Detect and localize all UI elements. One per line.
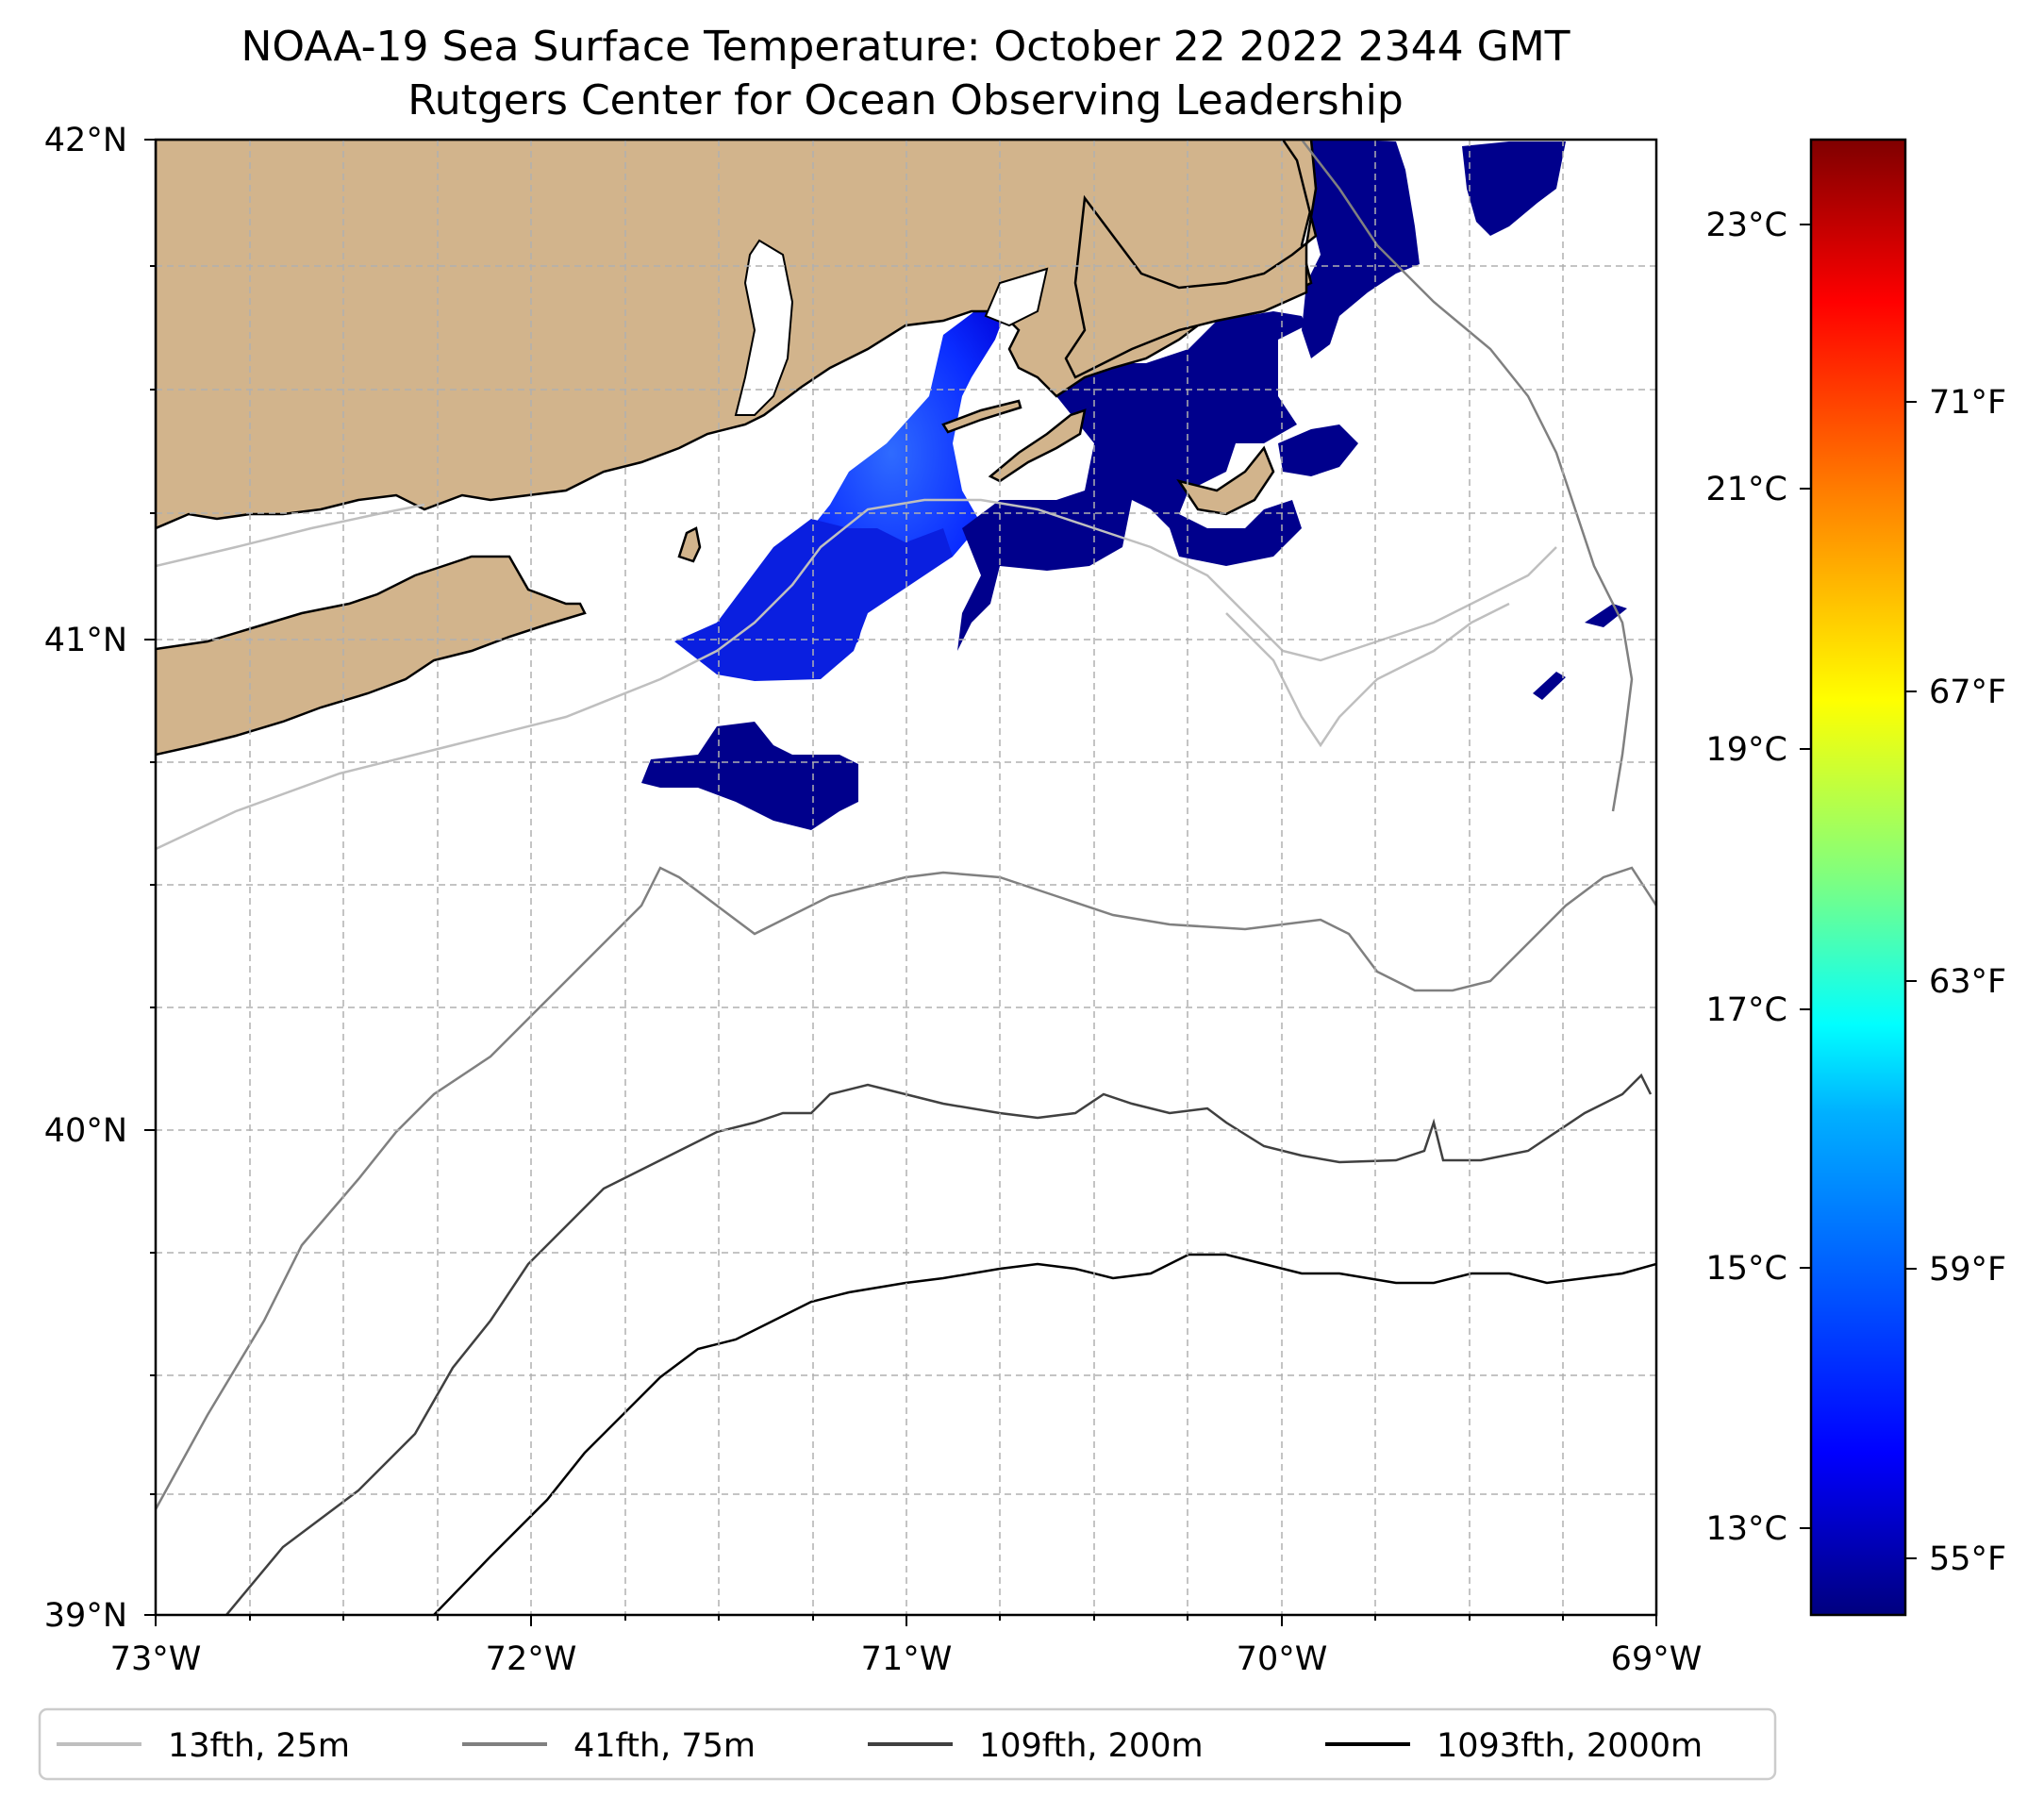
sst-patch-south — [641, 722, 858, 830]
colorbar-f-67: 67°F — [1929, 674, 2006, 711]
legend: 13fth, 25m 41fth, 75m 109fth, 200m 1093f… — [38, 1707, 1777, 1781]
colorbar-c-21: 21°C — [1706, 471, 1787, 508]
x-tick-label-73w: 73°W — [110, 1640, 202, 1678]
colorbar-c-23: 23°C — [1706, 207, 1787, 244]
isobath-25m — [156, 498, 1557, 851]
land-block-island — [677, 526, 702, 563]
buzzards-bay — [984, 267, 1049, 327]
colorbar-f-55: 55°F — [1929, 1540, 2006, 1578]
x-axis — [155, 1615, 1657, 1626]
legend-label-2000m: 1093fth, 2000m — [1437, 1727, 1703, 1765]
land-marthas-vineyard — [988, 408, 1087, 483]
y-tick-label-40n: 40°N — [44, 1112, 127, 1150]
x-tick-label-69w: 69°W — [1611, 1640, 1703, 1678]
colorbar-c-19: 19°C — [1706, 731, 1787, 769]
sst-patch-outer-cape — [1292, 140, 1420, 358]
y-tick-label-39n: 39°N — [44, 1597, 127, 1635]
colorbar-c-13: 13°C — [1706, 1510, 1787, 1548]
land-layer — [156, 140, 1318, 757]
y-tick-label-42n: 42°N — [44, 122, 127, 159]
map-panel: 73°W 72°W 71°W 70°W 69°W 42°N 41°N 40°N … — [44, 122, 1703, 1678]
legend-label-25m: 13fth, 25m — [168, 1727, 350, 1765]
colorbar-c-15: 15°C — [1706, 1250, 1787, 1288]
isobath-200m — [225, 1073, 1653, 1615]
land-mainland — [156, 140, 1318, 530]
colorbar-gradient — [1809, 138, 1907, 1617]
x-tick-label-70w: 70°W — [1237, 1640, 1328, 1678]
y-tick-label-41n: 41°N — [44, 622, 127, 659]
x-tick-label-72w: 72°W — [486, 1640, 577, 1678]
legend-label-200m: 109fth, 200m — [979, 1727, 1204, 1765]
isobath-75m — [156, 140, 1656, 1510]
legend-label-75m: 41fth, 75m — [573, 1727, 756, 1765]
colorbar-c-17: 17°C — [1706, 991, 1787, 1029]
isobath-2000m — [433, 1253, 1656, 1615]
colorbar-f-71: 71°F — [1929, 384, 2006, 422]
y-axis — [144, 139, 156, 1616]
colorbar-f-59: 59°F — [1929, 1251, 2006, 1289]
narragansett-bay — [734, 239, 794, 416]
sst-patch-east — [957, 311, 1306, 651]
land-nantucket — [1176, 445, 1275, 516]
sst-patch-central — [674, 519, 953, 681]
title-line-2: Rutgers Center for Ocean Observing Leade… — [407, 76, 1404, 125]
gridlines — [156, 140, 1656, 1615]
sst-patch-ne-fleck-2 — [1533, 672, 1566, 700]
sst-patch-nantucket-east — [1278, 424, 1358, 476]
sst-patch-ne-corner — [1462, 141, 1566, 236]
colorbar: 13°C 15°C 17°C 19°C 21°C 23°C 55°F 59°F … — [1706, 138, 2006, 1617]
land-elizabeth-islands — [941, 399, 1022, 434]
land-cape-cod — [1064, 140, 1318, 379]
x-tick-label-71w: 71°W — [861, 1640, 953, 1678]
colorbar-f-63: 63°F — [1929, 963, 2006, 1001]
title-line-1: NOAA-19 Sea Surface Temperature: October… — [241, 23, 1570, 71]
land-long-island — [156, 555, 587, 757]
